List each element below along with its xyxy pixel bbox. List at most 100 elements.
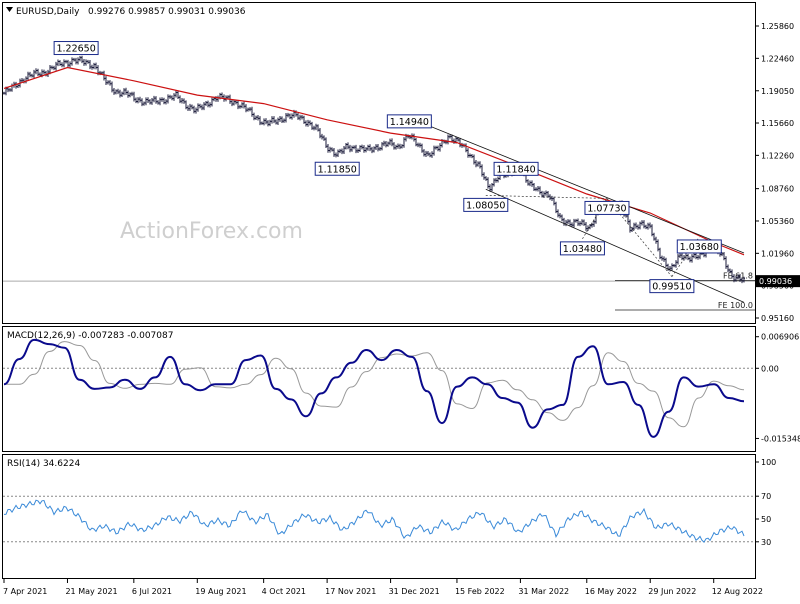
price-bar [125, 87, 127, 95]
price-bar [655, 236, 657, 244]
price-bar [291, 113, 293, 120]
price-bar [679, 253, 681, 258]
price-bar [315, 123, 317, 131]
rsi-line [3, 499, 745, 543]
price-annotation-box [463, 197, 509, 212]
date-tick-label: 6 Jul 2021 [132, 587, 172, 596]
price-bar [533, 182, 535, 191]
date-tick-label: 21 May 2021 [65, 587, 117, 596]
price-bar [53, 65, 55, 71]
price-bar [633, 222, 635, 231]
price-bar [339, 148, 341, 154]
price-bar [267, 120, 269, 127]
price-bar [395, 144, 397, 150]
price-tick-label: 1.25860 [761, 22, 794, 31]
price-bar [309, 120, 311, 126]
price-bar [537, 185, 539, 192]
price-bar [9, 88, 11, 92]
price-bar [95, 62, 97, 70]
price-bar [227, 95, 229, 99]
price-bar [133, 91, 135, 102]
price-annotation-label: 1.14940 [390, 117, 429, 128]
price-bar [281, 116, 283, 123]
rsi-panel[interactable] [2, 454, 756, 579]
price-bar [63, 59, 65, 68]
price-bar [487, 177, 489, 189]
price-bar [285, 113, 287, 123]
price-bar [65, 59, 67, 64]
price-bar [393, 142, 395, 150]
price-bar [33, 69, 35, 79]
price-bar [477, 161, 479, 167]
price-bar [297, 112, 299, 120]
price-bar [321, 133, 323, 140]
price-bar [693, 252, 695, 259]
price-bar [301, 114, 303, 120]
price-bar [399, 143, 401, 150]
price-bar [331, 147, 333, 152]
price-bar [675, 260, 677, 268]
price-bar [659, 247, 661, 260]
collapse-arrow-icon[interactable] [6, 7, 13, 12]
price-bar [593, 219, 595, 227]
price-bar [323, 135, 325, 141]
price-bar [485, 176, 487, 181]
current-price-marker [756, 275, 800, 288]
price-bar [529, 180, 531, 187]
price-bar [415, 137, 417, 147]
price-bar [195, 107, 197, 114]
price-bar [189, 103, 191, 111]
price-bar [205, 100, 207, 106]
price-bar [157, 100, 159, 105]
price-bar [249, 107, 251, 112]
price-bar [313, 125, 315, 131]
price-bar [327, 143, 329, 153]
price-bar [265, 118, 267, 125]
price-bar [643, 220, 645, 229]
ohlc-readout: 0.99276 0.99857 0.99031 0.99036 [88, 7, 246, 17]
price-bar [17, 83, 19, 89]
price-bar [143, 101, 145, 106]
date-tick-label: 7 Apr 2021 [3, 587, 47, 596]
date-tick-label: 4 Oct 2021 [262, 587, 306, 596]
price-bar [237, 100, 239, 110]
price-annotation-box [559, 241, 605, 256]
date-x-axis: 7 Apr 2021 21 May 2021 6 Jul 2021 19 Aug 20… [3, 579, 763, 596]
price-panel[interactable] [2, 2, 756, 324]
price-bar [129, 92, 131, 98]
price-bar [243, 101, 245, 109]
price-bar [413, 133, 415, 142]
price-bar [367, 144, 369, 151]
channel-lower-line [485, 188, 745, 303]
price-bar [343, 145, 345, 154]
price-bar [239, 104, 241, 109]
rsi-tick-label: 30 [761, 538, 771, 547]
price-bar [35, 68, 37, 75]
price-bar [177, 90, 179, 99]
price-bar [103, 70, 105, 81]
price-bar [661, 255, 663, 261]
macd-signal-line [3, 341, 745, 428]
price-bar [721, 252, 723, 257]
price-bar [269, 119, 271, 127]
price-annotation-box [493, 161, 539, 176]
macd-tick-label: 0.00 [761, 364, 779, 373]
price-bar [127, 90, 129, 98]
price-bar [383, 140, 385, 147]
price-bar [567, 219, 569, 225]
price-bar [425, 150, 427, 157]
price-bar [119, 89, 121, 98]
price-bar [375, 144, 377, 150]
price-bar [417, 142, 419, 148]
price-bar [55, 61, 57, 71]
price-bar [687, 253, 689, 261]
price-bar [317, 124, 319, 132]
price-bar [423, 149, 425, 157]
moving-average-layer [3, 66, 745, 256]
macd-panel[interactable] [2, 326, 756, 452]
price-bar [469, 153, 471, 158]
price-bar [319, 128, 321, 139]
price-bar [385, 140, 387, 148]
price-bar [241, 102, 243, 109]
